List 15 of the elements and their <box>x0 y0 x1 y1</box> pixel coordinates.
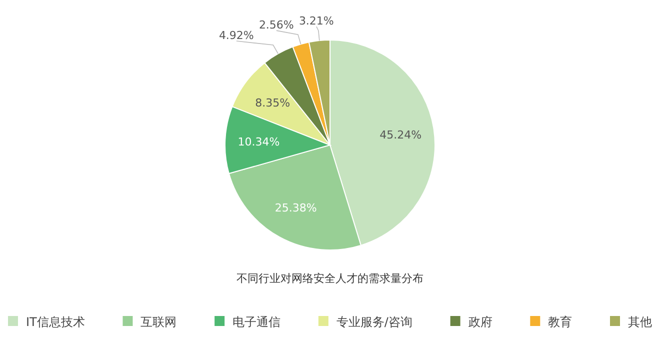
legend-label: 教育 <box>548 315 572 329</box>
data-label: 8.35% <box>255 96 290 110</box>
data-label: 25.38% <box>274 202 317 215</box>
legend-label: 电子通信 <box>232 315 281 329</box>
legend-label: 专业服务/咨询 <box>336 315 412 329</box>
data-label: 45.24% <box>380 128 422 142</box>
legend-label: 政府 <box>468 315 492 329</box>
legend-label: 互联网 <box>140 315 177 329</box>
text: 不同行业对网络安全人才的需求量分布 <box>236 272 424 285</box>
legend-label: IT信息技术 <box>26 315 85 329</box>
data-label: 2.56% <box>258 18 294 32</box>
data-label: 3.21% <box>298 14 334 28</box>
data-label: 4.92% <box>218 29 254 42</box>
data-label: 10.34% <box>238 135 280 148</box>
legend-label: 其他 <box>628 315 652 329</box>
